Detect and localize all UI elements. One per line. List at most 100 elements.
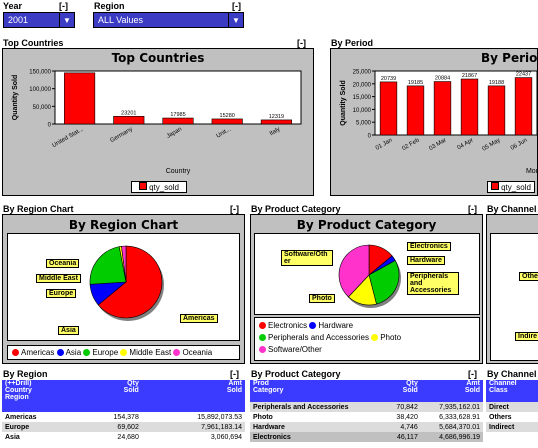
y-tick-label: 25,000 <box>353 70 372 76</box>
table-cell: Direct <box>489 403 509 411</box>
column-header-amt-sold[interactable]: Amt Sold <box>464 380 480 394</box>
x-axis-label: Mor <box>526 168 537 175</box>
by-product-category-chart-title: By Product Category <box>251 204 341 214</box>
pie-slice <box>121 245 127 283</box>
table-row: Electronics 46,117 4,686,996.19 <box>250 432 483 442</box>
top-countries-legend: qty_sold <box>131 181 187 193</box>
by-region-chart-collapse-button[interactable]: [-] <box>230 204 239 214</box>
table-row: Hardware 4,746 5,684,370.01 <box>250 422 483 432</box>
dot-icon <box>259 334 266 341</box>
by-product-category-table-title: By Product Category <box>251 369 341 379</box>
y-tick-label: 150,000 <box>29 70 51 76</box>
dot-icon <box>83 349 91 356</box>
pie-callout-asia: Asia <box>58 326 79 335</box>
y-tick-label: 50,000 <box>33 105 52 111</box>
legend-item: Asia <box>56 348 81 357</box>
by-region-table: (++Drill) Country Region Qty Sold Amt So… <box>2 380 245 442</box>
bar <box>433 81 452 136</box>
year-select[interactable]: 2001 ▼ <box>3 12 75 28</box>
column-header-amt-sold[interactable]: Amt Sold <box>226 380 242 394</box>
table-cell[interactable]: Europe <box>5 423 30 431</box>
bar <box>211 118 243 125</box>
pie-slice <box>89 246 127 285</box>
data-label: 15280 <box>220 113 235 119</box>
y-tick-label: 5,000 <box>356 121 372 127</box>
table-row: Asia 24,680 3,060,694 <box>2 432 245 442</box>
y-tick-label: 0 <box>368 134 372 140</box>
column-header-region[interactable]: (++Drill) Country Region <box>5 380 32 401</box>
region-select[interactable]: ALL Values ▼ <box>93 12 244 28</box>
bar <box>64 72 96 125</box>
table-cell: 24,680 <box>117 433 139 441</box>
dot-icon <box>173 349 181 356</box>
region-label: Region <box>94 1 125 11</box>
region-select-value: ALL Values <box>98 15 144 25</box>
top-countries-collapse-button[interactable]: [-] <box>297 38 306 48</box>
legend-label: qty_sold <box>149 183 179 192</box>
legend-swatch <box>139 182 148 190</box>
by-product-category-chart-collapse-button[interactable]: [-] <box>468 204 477 214</box>
table-row: Europe 69,602 7,961,183.14 <box>2 422 245 432</box>
by-channel-table-title: By Channel <box>487 369 537 379</box>
top-countries-chart-panel: Top Countries 0 50,000 100,000 150,000 Unite… <box>2 48 314 196</box>
dot-icon <box>12 349 19 356</box>
table-row: Indirect <box>486 422 538 432</box>
data-label: 23201 <box>121 110 136 116</box>
table-cell: 15,892,073.53 <box>197 413 242 421</box>
table-cell: 70,842 <box>396 403 418 411</box>
by-product-category-chart-panel: By Product Category Software/Oth er Phot… <box>250 214 483 364</box>
legend-item: Oceania <box>173 348 212 357</box>
legend-item: Europe <box>83 348 118 357</box>
dot-icon <box>371 334 379 341</box>
table-cell: 6,333,628.91 <box>439 413 480 421</box>
by-region-pie-chart <box>89 245 164 321</box>
by-region-table-collapse-button[interactable]: [-] <box>230 369 239 379</box>
chevron-down-icon[interactable]: ▼ <box>228 13 243 27</box>
x-tick-label: Unit... <box>216 126 233 139</box>
by-channel-plot-area: Othe Indire <box>490 233 538 361</box>
year-collapse-button[interactable]: [-] <box>59 1 68 11</box>
legend-item: Americas <box>12 348 54 357</box>
dot-icon <box>56 349 64 356</box>
bar <box>162 117 194 125</box>
column-header-channel-class[interactable]: Channel Class <box>489 380 517 394</box>
data-label: 20739 <box>381 76 396 82</box>
table-cell: Peripherals and Accessories <box>253 403 349 411</box>
year-select-value: 2001 <box>8 15 29 25</box>
x-tick-label: United Stat... <box>52 126 85 149</box>
table-header: Prod Category Qty Sold Amt Sold <box>250 380 483 402</box>
bar <box>260 119 292 125</box>
bar <box>514 77 533 136</box>
pie-callout-oceania: Oceania <box>46 259 80 268</box>
by-channel-chart-panel: Othe Indire <box>486 214 538 364</box>
column-header-qty-sold[interactable]: Qty Sold <box>123 380 139 394</box>
legend-item: Hardware <box>309 321 353 330</box>
x-tick-label: Germany <box>109 127 133 145</box>
chevron-down-icon[interactable]: ▼ <box>59 13 74 27</box>
top-countries-chart-title: Top Countries <box>111 51 205 65</box>
y-tick-label: 100,000 <box>29 87 51 93</box>
dot-icon <box>259 346 266 353</box>
column-header-qty-sold[interactable]: Qty Sold <box>402 380 418 394</box>
by-region-pie-title: By Region Chart <box>68 218 179 232</box>
pie-callout-others: Othe <box>519 272 538 281</box>
legend-item: Software/Other <box>259 345 322 354</box>
by-product-category-table-collapse-button[interactable]: [-] <box>468 369 477 379</box>
table-cell: 154,378 <box>113 413 139 421</box>
x-tick-label: 01 Jan <box>375 138 394 152</box>
table-cell[interactable]: Asia <box>5 433 20 441</box>
bar <box>113 116 145 125</box>
table-cell: 7,935,162.01 <box>439 403 480 411</box>
column-header-prod-category[interactable]: Prod Category <box>253 380 284 394</box>
table-row: Peripherals and Accessories 70,842 7,935… <box>250 402 483 412</box>
y-axis-label: Quantity Sold <box>340 80 347 126</box>
by-period-chart-title: By Perio <box>481 51 538 65</box>
table-cell[interactable]: Americas <box>5 413 37 421</box>
table-cell: Indirect <box>489 423 515 431</box>
table-cell: 4,746 <box>400 423 418 431</box>
table-cell: Photo <box>253 413 273 421</box>
y-tick-label: 0 <box>48 123 52 129</box>
y-tick-label: 10,000 <box>353 108 372 114</box>
region-collapse-button[interactable]: [-] <box>232 1 241 11</box>
pie-callout-europe: Europe <box>46 289 77 298</box>
